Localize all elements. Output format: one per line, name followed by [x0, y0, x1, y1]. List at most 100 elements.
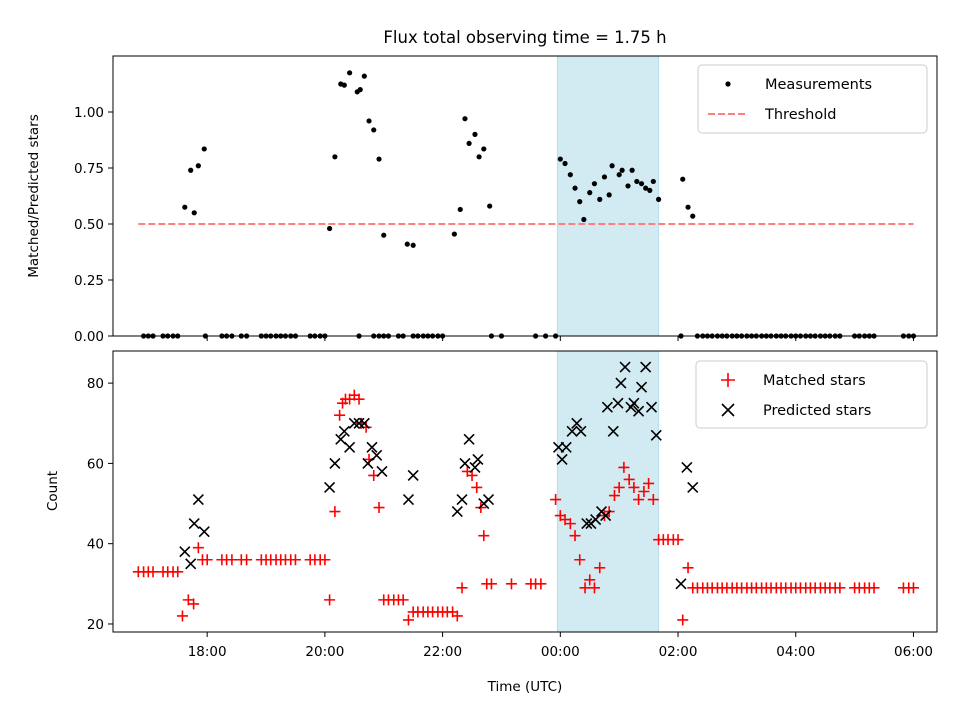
measurement-point — [638, 181, 645, 187]
bottom-plot-marks — [132, 361, 919, 626]
predicted-star-point — [185, 558, 197, 570]
matched-star-point — [682, 562, 694, 574]
measurement-point — [597, 196, 603, 202]
matched-star-point — [647, 494, 659, 506]
matched-star-point — [289, 554, 301, 566]
matched-star-point — [188, 598, 200, 610]
predicted-star-point — [353, 417, 365, 429]
matched-star-point — [638, 486, 650, 497]
matched-star-point — [192, 542, 204, 554]
bottom-legend-box — [695, 360, 928, 429]
measurement-point — [371, 127, 377, 133]
matched-star-point — [485, 578, 497, 590]
measurement-point — [332, 154, 338, 160]
legend-measurements-marker — [725, 81, 731, 87]
matched-star-point — [373, 502, 385, 514]
top-y-axis-label: Matched/Predicted stars — [26, 114, 42, 277]
matched-star-point — [505, 578, 517, 590]
predicted-star-point — [566, 425, 578, 437]
x-tick-label: 00:00 — [541, 644, 580, 660]
matched-star-point — [172, 566, 184, 578]
bottom-legend: Matched stars Predicted stars — [695, 360, 928, 429]
matched-star-point — [584, 574, 596, 586]
top-y-ticks: 0.00 0.25 0.50 0.75 1.00 — [74, 105, 113, 345]
measurement-point — [201, 146, 207, 152]
predicted-star-point — [640, 361, 652, 373]
matched-star-point — [623, 473, 635, 485]
predicted-star-point — [650, 429, 662, 441]
predicted-star-point — [366, 441, 378, 453]
measurement-point — [601, 174, 608, 180]
predicted-star-point — [675, 578, 687, 590]
legend-predicted-label: Predicted stars — [763, 403, 871, 419]
measurement-point — [326, 225, 333, 232]
predicted-star-point — [575, 425, 587, 437]
measurement-point — [487, 203, 493, 209]
measurement-point — [650, 178, 656, 185]
y-tick-label: 60 — [87, 456, 104, 472]
measurement-point — [182, 204, 188, 210]
predicted-star-point — [463, 433, 475, 445]
matched-star-point — [478, 530, 490, 542]
chart-title: Flux total observing time = 1.75 h — [383, 28, 666, 47]
predicted-star-point — [571, 417, 583, 429]
measurement-point — [591, 181, 598, 187]
measurement-point — [690, 213, 696, 219]
measurement-point — [188, 167, 194, 173]
measurement-point — [347, 70, 353, 76]
matched-star-point — [471, 481, 483, 493]
matched-star-point — [594, 562, 606, 574]
predicted-star-point — [188, 518, 200, 530]
predicted-star-point — [612, 397, 624, 409]
y-tick-label: 20 — [87, 617, 104, 633]
matched-star-point — [834, 582, 846, 594]
predicted-star-point — [198, 526, 210, 538]
measurement-point — [476, 154, 482, 160]
matched-star-point — [618, 461, 630, 473]
predicted-star-point — [402, 493, 415, 506]
x-tick-label: 22:00 — [423, 644, 462, 660]
predicted-star-point — [581, 518, 593, 530]
predicted-star-point — [371, 449, 383, 461]
predicted-star-point — [338, 425, 350, 437]
measurement-point — [606, 192, 612, 198]
measurement-point — [577, 199, 583, 205]
top-legend-box — [697, 64, 928, 134]
matched-star-point — [868, 582, 880, 594]
bottom-x-axis-label: Time (UTC) — [487, 679, 563, 695]
top-legend: Measurements Threshold — [697, 64, 928, 134]
x-tick-label: 06:00 — [894, 644, 933, 660]
top-axes-frame — [112, 55, 938, 337]
predicted-star-point — [482, 493, 495, 506]
top-panel: 0.00 0.25 0.50 0.75 1.00 Flux total observin… — [26, 28, 938, 345]
measurement-point — [643, 185, 649, 191]
predicted-star-point — [556, 453, 568, 465]
matched-star-point — [569, 530, 581, 542]
matched-star-point — [176, 610, 188, 622]
matched-star-point — [628, 481, 640, 493]
matched-star-point — [241, 554, 253, 566]
y-tick-label: 0.25 — [74, 273, 104, 289]
predicted-star-point — [635, 381, 648, 393]
matched-star-point — [550, 494, 562, 506]
predicted-star-point — [362, 457, 374, 469]
predicted-star-point — [681, 461, 693, 473]
measurement-point — [562, 160, 568, 167]
matched-star-point — [588, 582, 600, 594]
measurement-point — [457, 206, 463, 213]
measurement-point — [191, 210, 197, 216]
predicted-star-point — [628, 397, 640, 409]
measurement-point — [451, 231, 457, 237]
measurement-point — [572, 185, 578, 191]
legend-matched-marker — [721, 373, 735, 387]
measurement-point — [656, 196, 662, 202]
predicted-star-point — [469, 461, 481, 473]
x-tick-label: 20:00 — [305, 644, 344, 660]
legend-measurements-label: Measurements — [765, 77, 872, 93]
matched-star-point — [451, 610, 463, 622]
predicted-star-point — [615, 377, 627, 389]
matched-star-point — [535, 578, 547, 590]
measurement-point — [366, 118, 372, 124]
y-tick-label: 40 — [87, 537, 104, 553]
